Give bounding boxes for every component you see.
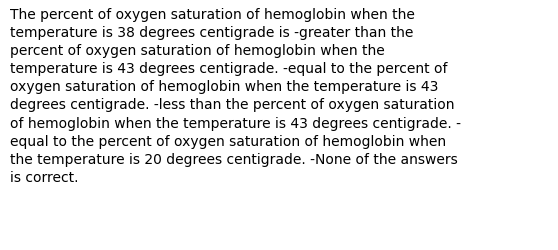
Text: The percent of oxygen saturation of hemoglobin when the
temperature is 38 degree: The percent of oxygen saturation of hemo… [10,8,461,184]
